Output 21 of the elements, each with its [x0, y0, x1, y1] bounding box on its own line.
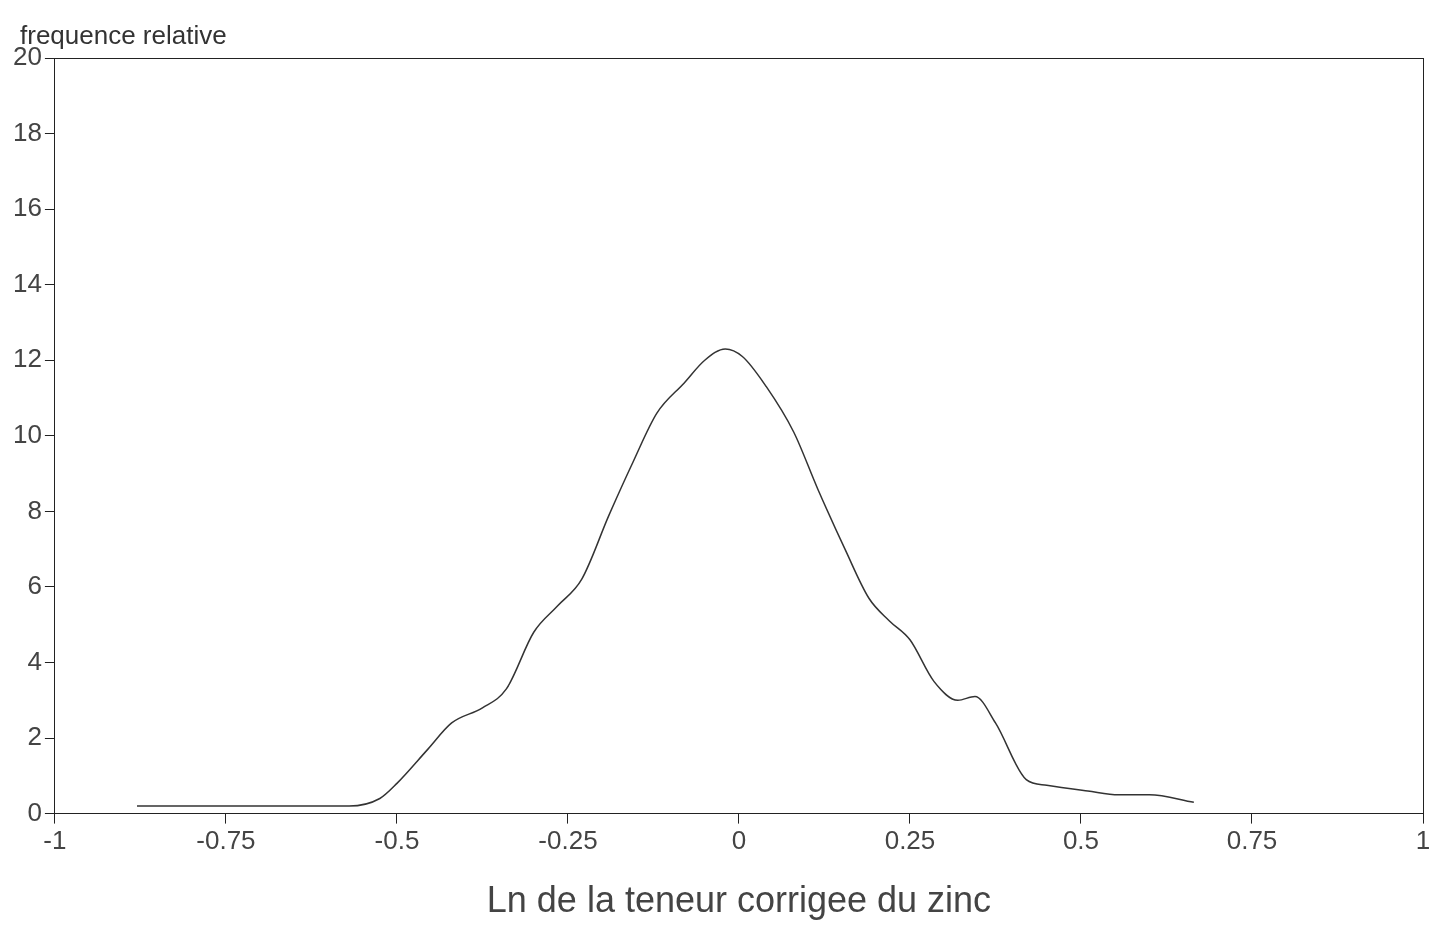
y-tick-label: 18 [13, 116, 42, 147]
line-series [136, 348, 1195, 807]
x-tick-label: 0.5 [1062, 825, 1100, 856]
x-tick-label: 0 [731, 825, 747, 856]
x-tick-label: -0.25 [538, 825, 598, 856]
y-tick-label: 4 [27, 645, 42, 676]
y-tick-label: 0 [27, 796, 42, 827]
x-tick-label: 0.75 [1226, 825, 1278, 856]
x-tick-label: -1 [43, 825, 67, 856]
x-tick-label: -0.5 [374, 825, 420, 856]
y-tick-label: 12 [13, 343, 42, 374]
y-tick-label: 16 [13, 192, 42, 223]
y-tick-label: 6 [27, 570, 42, 601]
x-tick-label: 1 [1415, 825, 1431, 856]
x-axis-title: Ln de la teneur corrigee du zinc [486, 879, 992, 921]
x-tick-label: 0.25 [884, 825, 936, 856]
y-tick-label: 10 [13, 418, 42, 449]
x-tick-label: -0.75 [196, 825, 256, 856]
y-tick-label: 8 [27, 494, 42, 525]
y-tick-label: 2 [27, 721, 42, 752]
y-tick-label: 14 [13, 267, 42, 298]
